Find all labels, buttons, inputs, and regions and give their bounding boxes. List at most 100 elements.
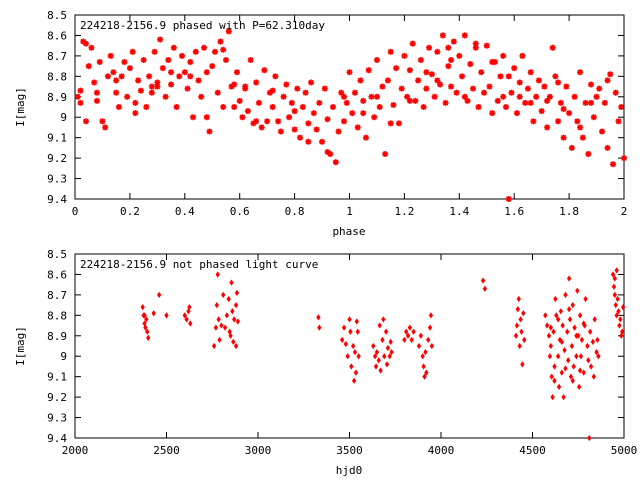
data-point — [527, 69, 534, 76]
data-point — [560, 322, 565, 329]
data-point — [590, 114, 597, 121]
data-point — [470, 85, 477, 92]
data-point — [82, 40, 89, 47]
data-point — [228, 332, 233, 339]
data-point — [547, 353, 553, 360]
data-point — [291, 108, 298, 115]
data-point — [187, 59, 194, 66]
data-point — [353, 369, 359, 376]
data-point — [137, 87, 144, 94]
data-point — [82, 118, 89, 125]
data-point — [255, 99, 262, 106]
data-point — [99, 118, 106, 125]
data-point — [219, 322, 224, 329]
data-point — [214, 301, 219, 309]
data-point — [242, 83, 249, 90]
data-point — [415, 77, 422, 84]
data-point — [611, 283, 617, 290]
data-point — [362, 134, 369, 141]
data-point — [483, 42, 490, 49]
y-tick-label: 9.4 — [47, 193, 67, 206]
data-point — [515, 306, 521, 313]
data-point — [233, 301, 239, 309]
axis-ticks: 2000 2500 3000 3500 4000 4500 5000 8.5 8.6 8.7 8.8… — [47, 248, 637, 457]
data-point — [614, 312, 619, 319]
data-point — [556, 383, 562, 391]
data-point — [450, 38, 457, 45]
data-point — [486, 83, 493, 90]
data-point — [577, 367, 583, 374]
data-point — [168, 69, 175, 76]
data-point — [217, 38, 224, 45]
data-point — [409, 40, 416, 47]
data-point — [613, 301, 618, 309]
data-point — [291, 126, 298, 133]
data-point — [372, 353, 378, 360]
data-point — [302, 89, 309, 96]
data-point — [382, 353, 387, 360]
data-point — [233, 69, 240, 76]
data-point — [587, 328, 593, 335]
data-point — [555, 118, 562, 125]
data-point — [461, 32, 468, 39]
data-point — [192, 48, 199, 55]
y-axis-label: I[mag] — [14, 87, 27, 127]
data-point — [578, 353, 584, 360]
data-point — [554, 312, 559, 319]
data-point — [213, 324, 219, 331]
data-point — [393, 65, 400, 72]
y-tick-label: 9 — [60, 350, 67, 363]
data-point — [187, 73, 194, 80]
data-point — [434, 77, 441, 84]
data-point — [548, 342, 553, 350]
data-point — [524, 85, 531, 92]
data-point — [356, 353, 361, 360]
data-point — [590, 338, 596, 346]
data-point — [439, 32, 446, 39]
chart-title: 224218-2156.9 not phased light curve — [80, 258, 318, 271]
y-tick-label: 8.8 — [47, 70, 67, 83]
data-point — [387, 353, 392, 360]
data-point — [297, 134, 304, 141]
data-point — [224, 312, 230, 319]
data-point — [434, 48, 441, 55]
data-point — [221, 291, 226, 299]
data-point — [583, 295, 588, 303]
data-point — [482, 285, 488, 292]
data-point — [546, 332, 552, 339]
x-axis-label: phase — [332, 225, 365, 238]
y-tick-label: 9.2 — [47, 152, 67, 165]
data-point — [511, 65, 518, 72]
data-point — [513, 110, 520, 117]
data-point — [577, 312, 583, 319]
data-point — [475, 104, 482, 110]
data-point — [544, 124, 551, 131]
data-point — [378, 367, 383, 374]
data-point — [317, 324, 322, 331]
data-point — [349, 363, 354, 370]
data-point — [620, 328, 625, 335]
data-point — [519, 52, 526, 59]
data-point — [423, 69, 430, 76]
data-point — [571, 363, 576, 370]
data-point — [445, 44, 452, 51]
data-point — [104, 73, 111, 80]
data-point — [448, 56, 455, 63]
x-tick-label: 1 — [346, 205, 353, 218]
data-point — [211, 342, 217, 350]
data-point — [124, 93, 131, 100]
data-point — [588, 99, 595, 106]
y-tick-label: 8.6 — [47, 268, 67, 281]
data-point — [607, 71, 614, 78]
data-point — [294, 85, 301, 92]
data-point — [442, 99, 449, 106]
data-point — [404, 328, 409, 335]
data-point — [579, 134, 586, 141]
data-point — [187, 304, 192, 311]
data-point — [203, 114, 210, 121]
data-point — [239, 114, 246, 121]
data-point — [445, 63, 452, 70]
data-point — [345, 353, 350, 360]
data-point — [143, 324, 148, 331]
data-point — [546, 93, 553, 100]
